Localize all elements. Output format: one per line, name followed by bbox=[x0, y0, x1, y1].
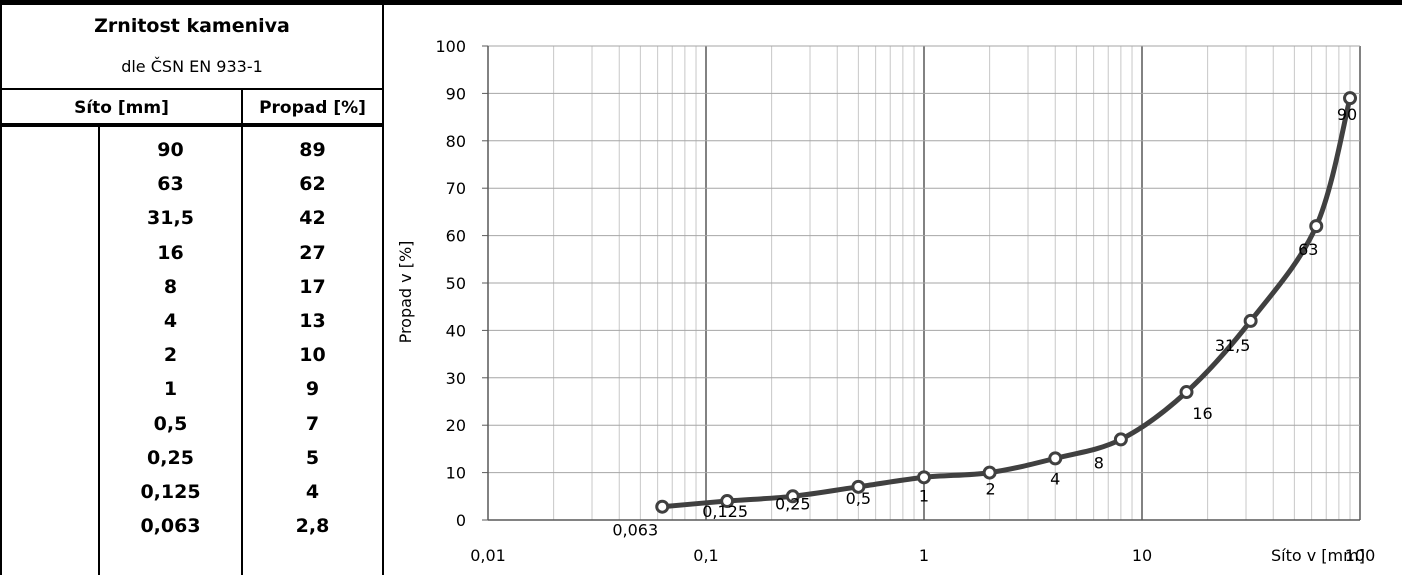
y-tick-label: 10 bbox=[446, 464, 466, 483]
data-point bbox=[1343, 91, 1358, 106]
header-bottom-line bbox=[2, 123, 382, 127]
data-point bbox=[982, 465, 997, 480]
sieve-value: 8 bbox=[163, 275, 178, 298]
point-label: 8 bbox=[1094, 453, 1104, 472]
sieve-value: 90 bbox=[157, 139, 184, 161]
y-tick-label: 40 bbox=[446, 321, 466, 340]
table-row: 2 10 bbox=[2, 344, 382, 378]
data-point bbox=[917, 470, 931, 485]
grading-chart-svg: 0 10 20 30 40 50 60 70 80 90 100 0,01 0,1 1 10 100 0,06… bbox=[396, 37, 1375, 565]
table-row: 0,5 7 bbox=[2, 413, 382, 447]
point-label: 4 bbox=[1050, 469, 1060, 488]
pass-value: 17 bbox=[299, 275, 326, 298]
grading-chart: 0 10 20 30 40 50 60 70 80 90 100 0,01 0,1 1 10 100 0,06… bbox=[384, 5, 1402, 575]
table-row: 0,125 4 bbox=[2, 481, 382, 515]
table-row: 31,5 42 bbox=[2, 207, 382, 241]
x-tick-label: 10 bbox=[1132, 546, 1152, 565]
column-divider bbox=[241, 88, 243, 575]
top-border bbox=[0, 0, 1402, 5]
point-label: 0,5 bbox=[846, 489, 871, 508]
y-tick-label: 100 bbox=[435, 37, 466, 56]
table-row: 8 17 bbox=[2, 276, 382, 310]
series-line bbox=[659, 95, 1353, 510]
sieve-value: 2 bbox=[163, 344, 178, 367]
y-tick-label: 0 bbox=[456, 511, 466, 530]
table-row: 0,063 2,8 bbox=[2, 515, 382, 549]
sieve-value: 31,5 bbox=[147, 207, 194, 230]
point-label: 63 bbox=[1298, 240, 1318, 259]
series-markers bbox=[655, 91, 1358, 514]
data-point bbox=[785, 489, 800, 504]
y-tick-label: 70 bbox=[446, 179, 466, 198]
sieve-header: Síto [mm] bbox=[74, 98, 169, 118]
x-axis-label: Síto v [mm] bbox=[1271, 546, 1365, 565]
chart-grid bbox=[488, 45, 1361, 520]
y-tick-label: 90 bbox=[446, 84, 466, 103]
sieve-value: 1 bbox=[163, 378, 178, 401]
sieve-value: 0,125 bbox=[140, 481, 201, 503]
data-point bbox=[1113, 432, 1128, 447]
sieve-value: 63 bbox=[157, 173, 184, 196]
point-label: 2 bbox=[986, 480, 996, 499]
y-tick-label: 30 bbox=[446, 369, 466, 388]
sieve-value: 4 bbox=[163, 310, 178, 332]
data-point bbox=[851, 479, 866, 494]
point-label: 31,5 bbox=[1215, 336, 1251, 355]
y-tick-label: 50 bbox=[446, 274, 466, 293]
table-row: 63 62 bbox=[2, 173, 382, 207]
point-label: 0,063 bbox=[612, 521, 658, 540]
point-label: 0,125 bbox=[702, 502, 748, 521]
data-point bbox=[720, 494, 735, 509]
table-title: Zrnitost kameniva bbox=[94, 15, 290, 37]
pass-value: 7 bbox=[305, 412, 320, 435]
pass-value: 2,8 bbox=[295, 515, 330, 538]
point-labels: 0,063 0,125 0,25 0,5 1 2 4 8 16 31,5 63 90 bbox=[612, 105, 1357, 540]
sieve-value: 0,5 bbox=[153, 412, 188, 435]
pass-value: 13 bbox=[299, 310, 326, 332]
y-tick-label: 60 bbox=[446, 227, 466, 246]
y-tick-label: 80 bbox=[446, 132, 466, 151]
table-row: 0,25 5 bbox=[2, 447, 382, 481]
x-tick-label: 0,1 bbox=[693, 546, 718, 565]
pass-value: 62 bbox=[299, 173, 326, 196]
header-top-line bbox=[2, 88, 382, 90]
pass-value: 89 bbox=[299, 139, 326, 161]
pass-value: 5 bbox=[305, 446, 320, 469]
point-label: 90 bbox=[1337, 105, 1357, 124]
data-point bbox=[1309, 219, 1324, 234]
row-label-divider bbox=[98, 127, 100, 575]
point-label: 1 bbox=[919, 486, 929, 505]
table-row: 4 13 bbox=[2, 310, 382, 344]
sieve-value: 0,25 bbox=[147, 446, 194, 469]
sieve-table: Zrnitost kameniva dle ČSN EN 933-1 Síto … bbox=[0, 5, 384, 575]
point-label: 16 bbox=[1192, 404, 1212, 423]
y-tick-label: 20 bbox=[446, 416, 466, 435]
sieve-value: 16 bbox=[157, 241, 184, 264]
x-tick-label: 0,01 bbox=[470, 546, 506, 565]
pass-value: 27 bbox=[299, 241, 326, 264]
pass-value: 10 bbox=[299, 344, 326, 367]
data-point bbox=[1179, 385, 1194, 400]
table-row: 16 27 bbox=[2, 242, 382, 276]
data-point bbox=[655, 499, 670, 514]
pass-value: 42 bbox=[299, 207, 326, 230]
pass-value: 4 bbox=[305, 481, 320, 503]
chart-axes: 0 10 20 30 40 50 60 70 80 90 100 0,01 0,1 1 10 100 bbox=[435, 37, 1375, 565]
data-point bbox=[1048, 451, 1063, 466]
point-label: 0,25 bbox=[775, 494, 811, 513]
x-tick-label: 1 bbox=[919, 546, 929, 565]
table-row: 90 89 bbox=[2, 139, 382, 173]
pass-header: Propad [%] bbox=[259, 98, 366, 118]
table-subtitle: dle ČSN EN 933-1 bbox=[121, 57, 263, 76]
pass-value: 9 bbox=[305, 378, 320, 401]
x-tick-label: 100 bbox=[1345, 546, 1376, 565]
sieve-value: 0,063 bbox=[140, 515, 201, 538]
data-point bbox=[1243, 313, 1258, 328]
y-axis-label: Propad v [%] bbox=[396, 241, 415, 344]
